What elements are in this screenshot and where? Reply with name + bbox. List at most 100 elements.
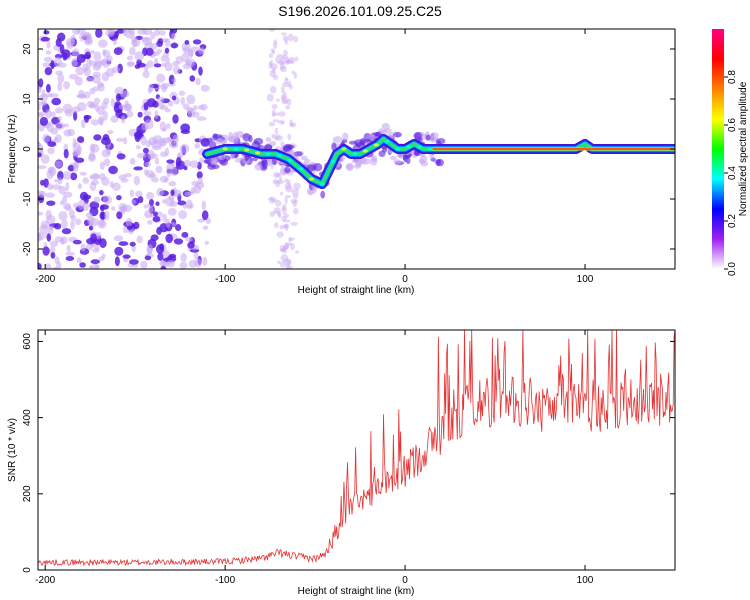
spectrogram-blob xyxy=(275,173,282,177)
spectrogram-blob xyxy=(53,56,62,67)
spectrogram-blob xyxy=(172,95,177,101)
spectrogram-blob xyxy=(112,182,121,191)
spectrogram-blob xyxy=(115,93,121,102)
spectrogram-blob xyxy=(46,214,56,225)
spectrogram-blob xyxy=(143,204,148,209)
spectrogram-blob xyxy=(102,110,108,121)
spectrogram-blob xyxy=(74,218,82,226)
spectrogram-blob xyxy=(42,133,51,143)
spectrogram-blob xyxy=(164,62,173,72)
spectrogram-blob xyxy=(113,235,124,242)
spectrogram-blob xyxy=(284,197,288,205)
spectrogram-blob xyxy=(281,96,289,105)
spectrogram-blob xyxy=(108,165,118,175)
snr-y-ticks: 0 200 400 600 xyxy=(22,333,675,573)
spectrogram-blob xyxy=(282,82,290,88)
spectrogram-blob xyxy=(75,66,85,76)
spectrogram-blob xyxy=(420,154,428,164)
spectrogram-blob xyxy=(290,198,299,204)
spectrogram-blob xyxy=(194,143,201,149)
spectrogram-blob xyxy=(133,166,143,171)
spectrogram-blob xyxy=(179,262,188,269)
spectrogram-blob xyxy=(68,73,79,80)
spectrogram-blob xyxy=(77,199,85,210)
spectrogram-blob xyxy=(166,159,175,164)
spectrogram-blob xyxy=(280,65,287,73)
spectrogram-blob xyxy=(279,176,283,182)
colorbar: 0.0 0.2 0.4 0.6 0.8 Normalized spectral ampl… xyxy=(712,29,749,276)
spectrogram-blob xyxy=(311,185,316,190)
spectrogram-blob xyxy=(102,50,111,58)
spectrogram-blob xyxy=(72,142,81,152)
spectrogram-blob xyxy=(72,29,81,36)
spectrogram-blob xyxy=(205,137,213,143)
spectrogram-blob xyxy=(162,137,172,144)
spectrogram-x-ticks: -200 -100 0 100 xyxy=(35,29,594,285)
spectrogram-blob xyxy=(57,116,62,121)
spectrogram-blob xyxy=(101,101,108,110)
spectrogram-blob xyxy=(146,191,154,200)
spectrogram-blob xyxy=(172,60,180,67)
spectrogram-blob xyxy=(279,56,286,65)
spectrogram-blob xyxy=(152,216,161,223)
spectrogram-blob xyxy=(136,152,147,159)
colorbar-tick-label: 0.2 xyxy=(727,214,738,228)
spectrogram-blob xyxy=(137,62,146,68)
spectrogram-blob xyxy=(135,190,143,198)
spectrogram-blob xyxy=(156,73,166,83)
spectrogram-blob xyxy=(271,112,280,116)
ridge-hotspot xyxy=(416,145,423,149)
spectrogram-blob xyxy=(42,246,50,256)
spectrogram-blob xyxy=(79,262,86,268)
spectrogram-y-tick-label: 20 xyxy=(22,43,33,55)
spectrogram-blob xyxy=(54,160,63,168)
spectrogram-blob xyxy=(99,238,107,249)
spectrogram-blob xyxy=(52,266,60,269)
spectrogram-blob xyxy=(45,93,53,98)
spectrogram-blob xyxy=(147,149,155,160)
spectrogram-x-tick-label: 100 xyxy=(577,274,594,285)
spectrogram-blob xyxy=(205,217,212,225)
spectrogram-blob xyxy=(49,240,59,247)
spectrogram-blob xyxy=(114,256,120,267)
spectrogram-blob xyxy=(284,182,292,190)
spectrogram-blob xyxy=(272,42,278,50)
spectrogram-blob xyxy=(150,176,159,183)
spectrogram-blob xyxy=(265,137,272,142)
spectrogram-blob xyxy=(146,60,154,68)
spectrogram-blob xyxy=(65,181,70,192)
spectrogram-blob xyxy=(133,175,141,186)
spectrogram-blob xyxy=(38,190,47,198)
spectrogram-blob xyxy=(381,122,390,131)
spectrogram-blob xyxy=(75,157,85,163)
spectrogram-blob xyxy=(291,188,296,196)
spectrogram-blob xyxy=(175,156,182,167)
spectrogram-blob xyxy=(126,225,133,230)
spectrogram-blob xyxy=(66,244,71,252)
spectrogram-blob xyxy=(63,148,69,159)
spectrogram-blob xyxy=(126,55,134,61)
spectrogram-blob xyxy=(61,219,68,229)
spectrogram-blob xyxy=(307,189,314,196)
ridge-hotspot xyxy=(298,167,304,171)
spectrogram-blob xyxy=(137,111,143,118)
spectrogram-blob xyxy=(269,59,274,68)
spectrogram-blob xyxy=(159,121,167,132)
spectrogram-blob xyxy=(57,170,64,181)
spectrogram-blob xyxy=(187,241,195,249)
spectrogram-blob xyxy=(93,134,102,141)
spectrogram-blob xyxy=(202,256,208,266)
spectrogram-blob xyxy=(279,224,285,230)
spectrogram-blob xyxy=(165,218,171,228)
spectrogram-blob xyxy=(148,206,154,213)
spectrogram-blob xyxy=(45,83,51,93)
spectrogram-blob xyxy=(43,178,49,188)
spectrogram-blob xyxy=(54,223,62,230)
spectrogram-blob xyxy=(47,183,53,191)
spectrogram-blob xyxy=(50,111,56,118)
ridge-hotspot xyxy=(244,148,250,152)
spectrogram-blob xyxy=(272,210,280,214)
spectrogram-blob xyxy=(180,123,191,132)
spectrogram-blob xyxy=(107,130,114,135)
spectrogram-blob xyxy=(281,215,287,222)
